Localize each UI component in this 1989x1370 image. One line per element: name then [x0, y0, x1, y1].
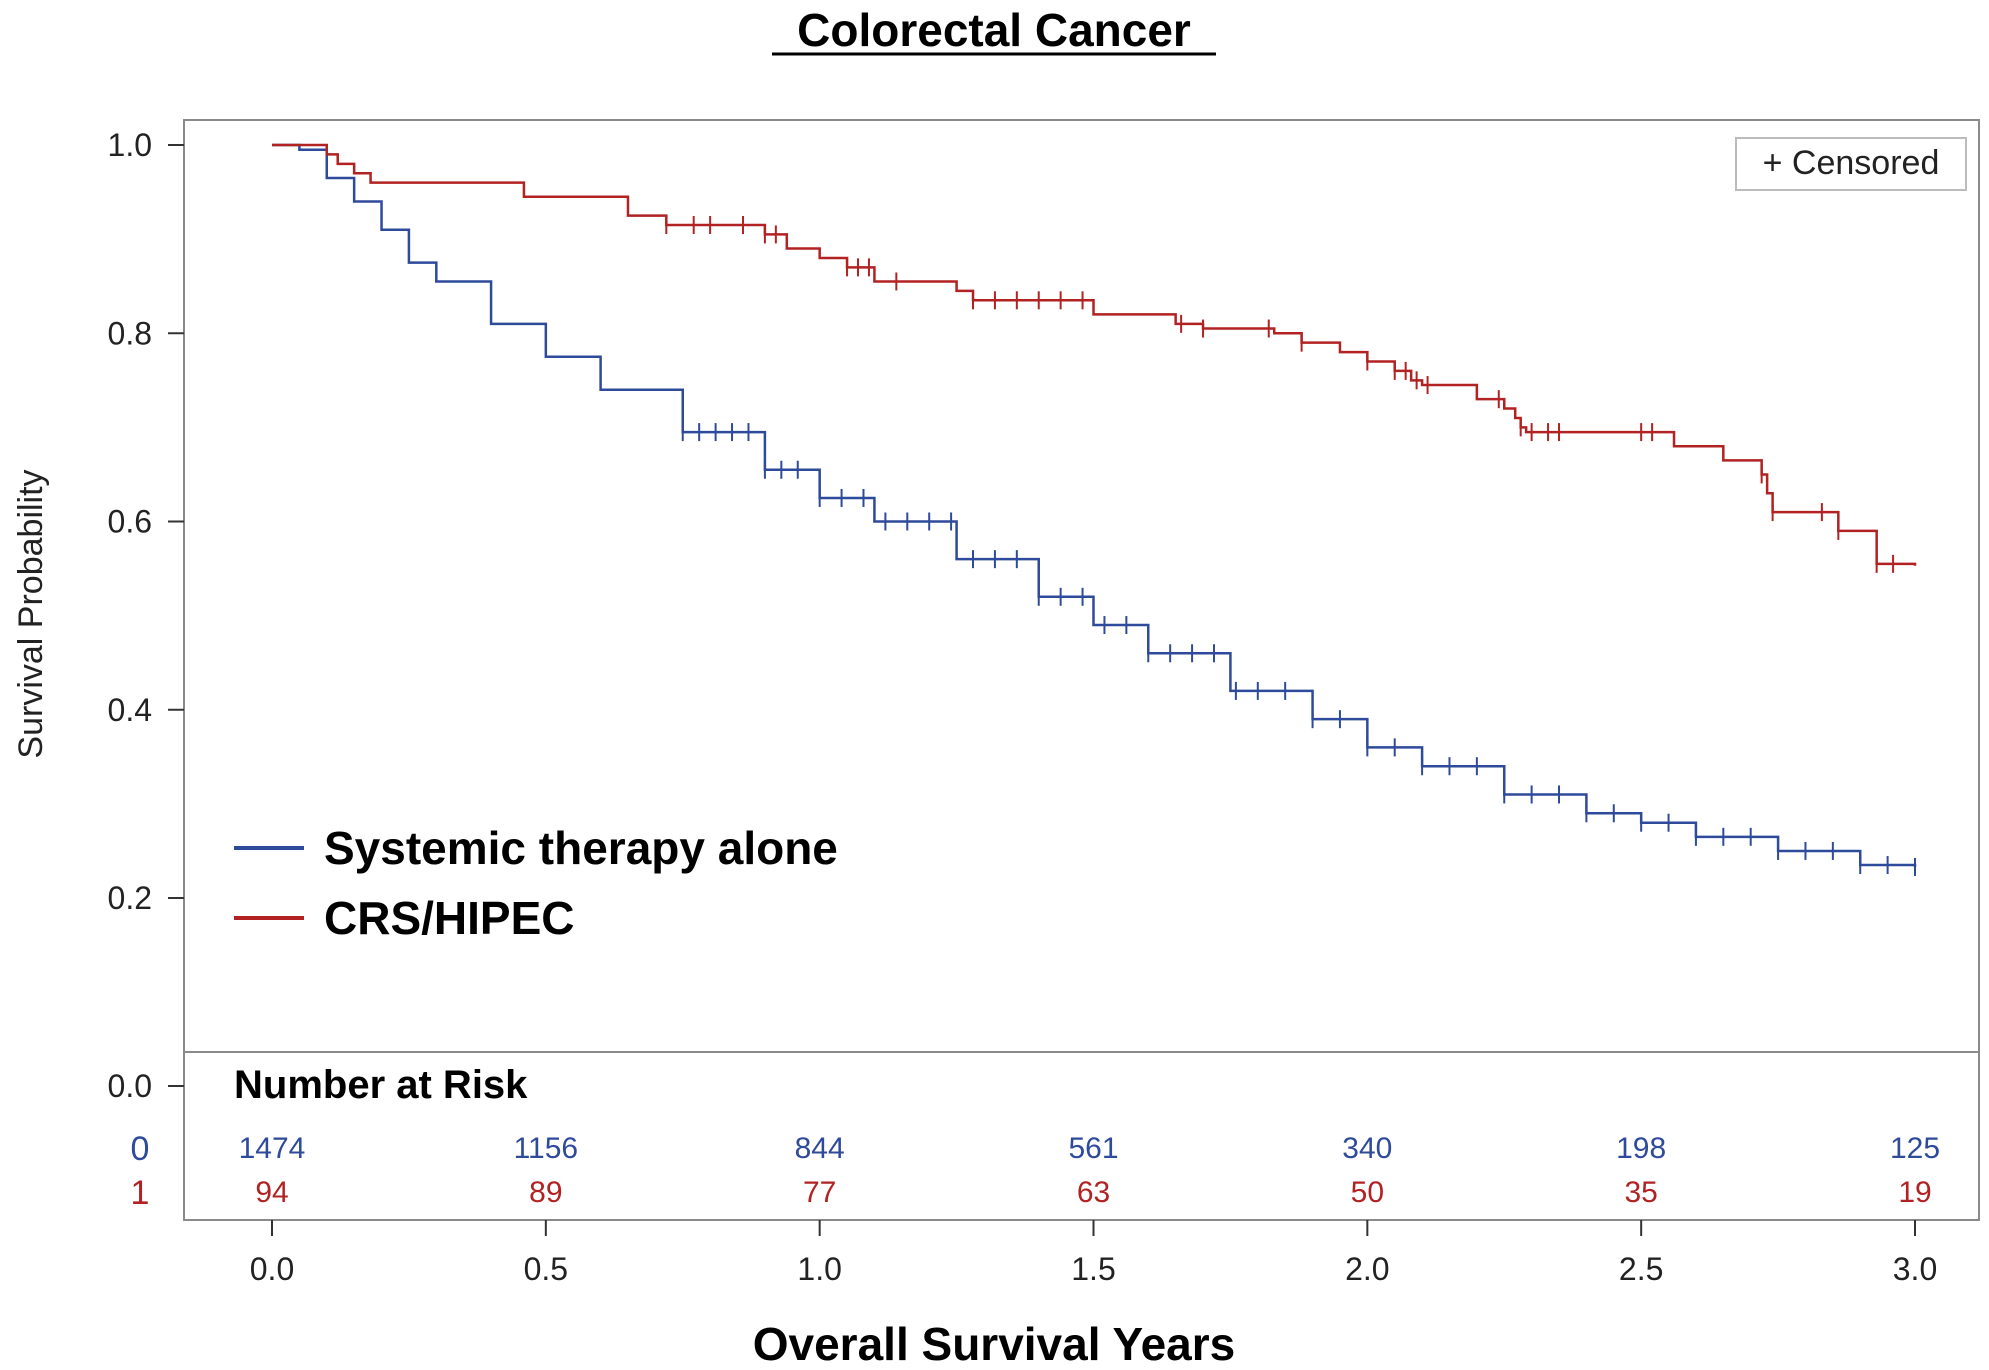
- series-line-0: [272, 143, 1917, 867]
- risk-value: 50: [1351, 1176, 1384, 1209]
- y-tick-label: 0.2: [108, 880, 152, 916]
- x-axis: 0.0 0.5 1.0 1.5 2.0 2.5 3.0: [250, 1220, 1937, 1287]
- risk-value: 94: [255, 1176, 288, 1209]
- risk-value: 198: [1616, 1132, 1666, 1165]
- y-tick-label: 0.6: [108, 504, 152, 540]
- y-tick-label: 0.8: [108, 315, 152, 351]
- risk-value: 844: [795, 1132, 845, 1165]
- risk-value: 77: [803, 1176, 836, 1209]
- x-tick-label: 2.5: [1619, 1251, 1663, 1287]
- risk-value: 1156: [514, 1132, 579, 1165]
- series-layer: [272, 143, 1917, 876]
- x-tick-label: 0.0: [250, 1251, 294, 1287]
- x-tick-label: 0.5: [524, 1251, 568, 1287]
- risk-group-label: 1: [131, 1174, 150, 1212]
- legend-label-systemic: Systemic therapy alone: [324, 822, 838, 874]
- censored-legend-box: [1735, 137, 1967, 191]
- x-tick-label: 3.0: [1893, 1251, 1937, 1287]
- y-axis: 0.0 0.2 0.4 0.6 0.8 1.0: [108, 127, 184, 1104]
- risk-value: 89: [529, 1176, 562, 1209]
- risk-table: 0 1474 1156 844 561 340 198 125 1 94 89 77 63 50 35 19: [131, 1130, 1940, 1212]
- risk-value: 19: [1898, 1176, 1931, 1209]
- legend-label-crs: CRS/HIPEC: [324, 892, 574, 944]
- risk-value: 340: [1342, 1132, 1392, 1165]
- x-axis-label: Overall Survival Years: [753, 1318, 1236, 1370]
- risk-value: 561: [1068, 1132, 1118, 1165]
- censored-legend-text: + Censored: [1763, 144, 1940, 182]
- chart-title: Colorectal Cancer: [797, 4, 1191, 56]
- risk-value: 63: [1077, 1176, 1110, 1209]
- x-tick-label: 1.5: [1071, 1251, 1115, 1287]
- x-tick-label: 2.0: [1345, 1251, 1389, 1287]
- risk-group-label: 0: [131, 1130, 150, 1168]
- risk-value: 35: [1624, 1176, 1657, 1209]
- y-tick-label: 1.0: [108, 127, 152, 163]
- series-line-1: [272, 143, 1917, 566]
- risk-value: 125: [1890, 1132, 1940, 1165]
- x-tick-label: 1.0: [797, 1251, 841, 1287]
- plot-frame: [183, 119, 1980, 1221]
- y-tick-label: 0.0: [108, 1068, 152, 1104]
- y-axis-label: Survival Probability: [12, 469, 50, 758]
- y-tick-label: 0.4: [108, 692, 152, 728]
- risk-value: 1474: [239, 1132, 306, 1165]
- risk-table-title: Number at Risk: [234, 1063, 528, 1107]
